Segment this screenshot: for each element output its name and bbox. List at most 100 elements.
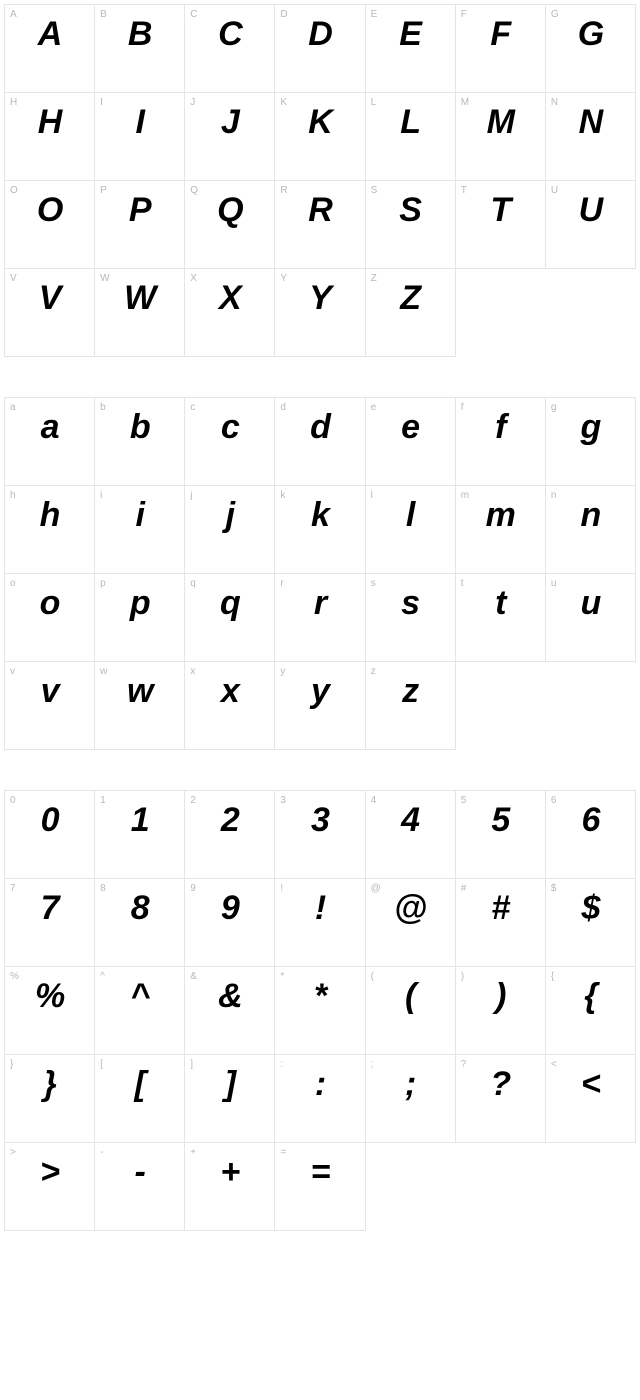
glyph-cell: dd — [275, 398, 365, 486]
glyph-cell: ?? — [456, 1055, 546, 1143]
glyph-cell: qq — [185, 574, 275, 662]
glyph-display: R — [275, 191, 364, 230]
glyph-display: f — [456, 408, 545, 447]
glyph-cell: 11 — [95, 791, 185, 879]
empty-cell — [456, 1143, 546, 1231]
glyph-display: r — [275, 584, 364, 623]
glyph-display: { — [546, 977, 635, 1016]
glyph-cell: FF — [456, 5, 546, 93]
glyph-cell: vv — [5, 662, 95, 750]
glyph-cell: VV — [5, 269, 95, 357]
glyph-display: * — [275, 977, 364, 1016]
glyph-cell: ee — [366, 398, 456, 486]
glyph-cell: ]] — [185, 1055, 275, 1143]
glyph-cell: kk — [275, 486, 365, 574]
glyph-display: C — [185, 15, 274, 54]
glyph-display: ? — [456, 1065, 545, 1104]
glyph-cell: TT — [456, 181, 546, 269]
glyph-display: # — [456, 889, 545, 928]
glyph-cell: zz — [366, 662, 456, 750]
glyph-display: U — [546, 191, 635, 230]
section-numbers-symbols: 00112233445566778899!!@@##$$%%^^&&**(())… — [4, 790, 636, 1231]
empty-cell — [456, 269, 546, 357]
glyph-display: P — [95, 191, 184, 230]
glyph-display: T — [456, 191, 545, 230]
glyph-display: j — [185, 496, 274, 535]
glyph-display: M — [456, 103, 545, 142]
glyph-cell: {{ — [546, 967, 636, 1055]
glyph-grid: AABBCCDDEEFFGGHHIIJJKKLLMMNNOOPPQQRRSSTT… — [4, 4, 636, 357]
glyph-display: 5 — [456, 801, 545, 840]
glyph-display: ] — [185, 1065, 274, 1104]
glyph-display: s — [366, 584, 455, 623]
glyph-grid: aabbccddeeffgghhiijjkkllmmnnooppqqrrsstt… — [4, 397, 636, 750]
glyph-cell: 44 — [366, 791, 456, 879]
glyph-display: ! — [275, 889, 364, 928]
glyph-cell: PP — [95, 181, 185, 269]
glyph-display: D — [275, 15, 364, 54]
glyph-cell: >> — [5, 1143, 95, 1231]
glyph-display: h — [5, 496, 94, 535]
glyph-cell: << — [546, 1055, 636, 1143]
glyph-display: E — [366, 15, 455, 54]
glyph-cell: pp — [95, 574, 185, 662]
glyph-cell: 66 — [546, 791, 636, 879]
glyph-cell: %% — [5, 967, 95, 1055]
glyph-cell: yy — [275, 662, 365, 750]
glyph-display: W — [95, 279, 184, 318]
glyph-cell: 55 — [456, 791, 546, 879]
glyph-cell: ZZ — [366, 269, 456, 357]
glyph-cell: [[ — [95, 1055, 185, 1143]
glyph-display: F — [456, 15, 545, 54]
glyph-cell: ** — [275, 967, 365, 1055]
glyph-display: g — [546, 408, 635, 447]
glyph-cell: OO — [5, 181, 95, 269]
glyph-grid: 00112233445566778899!!@@##$$%%^^&&**(())… — [4, 790, 636, 1231]
glyph-display: 1 — [95, 801, 184, 840]
glyph-display: 2 — [185, 801, 274, 840]
glyph-cell: LL — [366, 93, 456, 181]
glyph-display: ^ — [95, 977, 184, 1016]
glyph-display: 6 — [546, 801, 635, 840]
glyph-cell: NN — [546, 93, 636, 181]
glyph-cell: nn — [546, 486, 636, 574]
glyph-display: H — [5, 103, 94, 142]
glyph-cell: WW — [95, 269, 185, 357]
glyph-display: > — [5, 1153, 94, 1192]
glyph-display: < — [546, 1065, 635, 1104]
glyph-display: @ — [366, 889, 455, 928]
empty-cell — [546, 1143, 636, 1231]
glyph-cell: ll — [366, 486, 456, 574]
glyph-display: w — [95, 672, 184, 711]
section-uppercase: AABBCCDDEEFFGGHHIIJJKKLLMMNNOOPPQQRRSSTT… — [4, 4, 636, 357]
glyph-display: 8 — [95, 889, 184, 928]
glyph-display: I — [95, 103, 184, 142]
glyph-display: t — [456, 584, 545, 623]
glyph-cell: -- — [95, 1143, 185, 1231]
glyph-cell: )) — [456, 967, 546, 1055]
glyph-cell: XX — [185, 269, 275, 357]
glyph-display: 9 — [185, 889, 274, 928]
glyph-cell: QQ — [185, 181, 275, 269]
glyph-cell: JJ — [185, 93, 275, 181]
glyph-cell: }} — [5, 1055, 95, 1143]
glyph-cell: BB — [95, 5, 185, 93]
glyph-display: 3 — [275, 801, 364, 840]
glyph-cell: YY — [275, 269, 365, 357]
glyph-cell: hh — [5, 486, 95, 574]
glyph-display: - — [95, 1153, 184, 1192]
glyph-display: b — [95, 408, 184, 447]
glyph-cell: == — [275, 1143, 365, 1231]
glyph-display: z — [366, 672, 455, 711]
glyph-display: m — [456, 496, 545, 535]
glyph-display: + — [185, 1153, 274, 1192]
glyph-display: % — [5, 977, 94, 1016]
glyph-cell: gg — [546, 398, 636, 486]
glyph-cell: !! — [275, 879, 365, 967]
glyph-display: : — [275, 1065, 364, 1104]
glyph-cell: ff — [456, 398, 546, 486]
glyph-display: 7 — [5, 889, 94, 928]
glyph-display: O — [5, 191, 94, 230]
glyph-display: q — [185, 584, 274, 623]
glyph-display: B — [95, 15, 184, 54]
